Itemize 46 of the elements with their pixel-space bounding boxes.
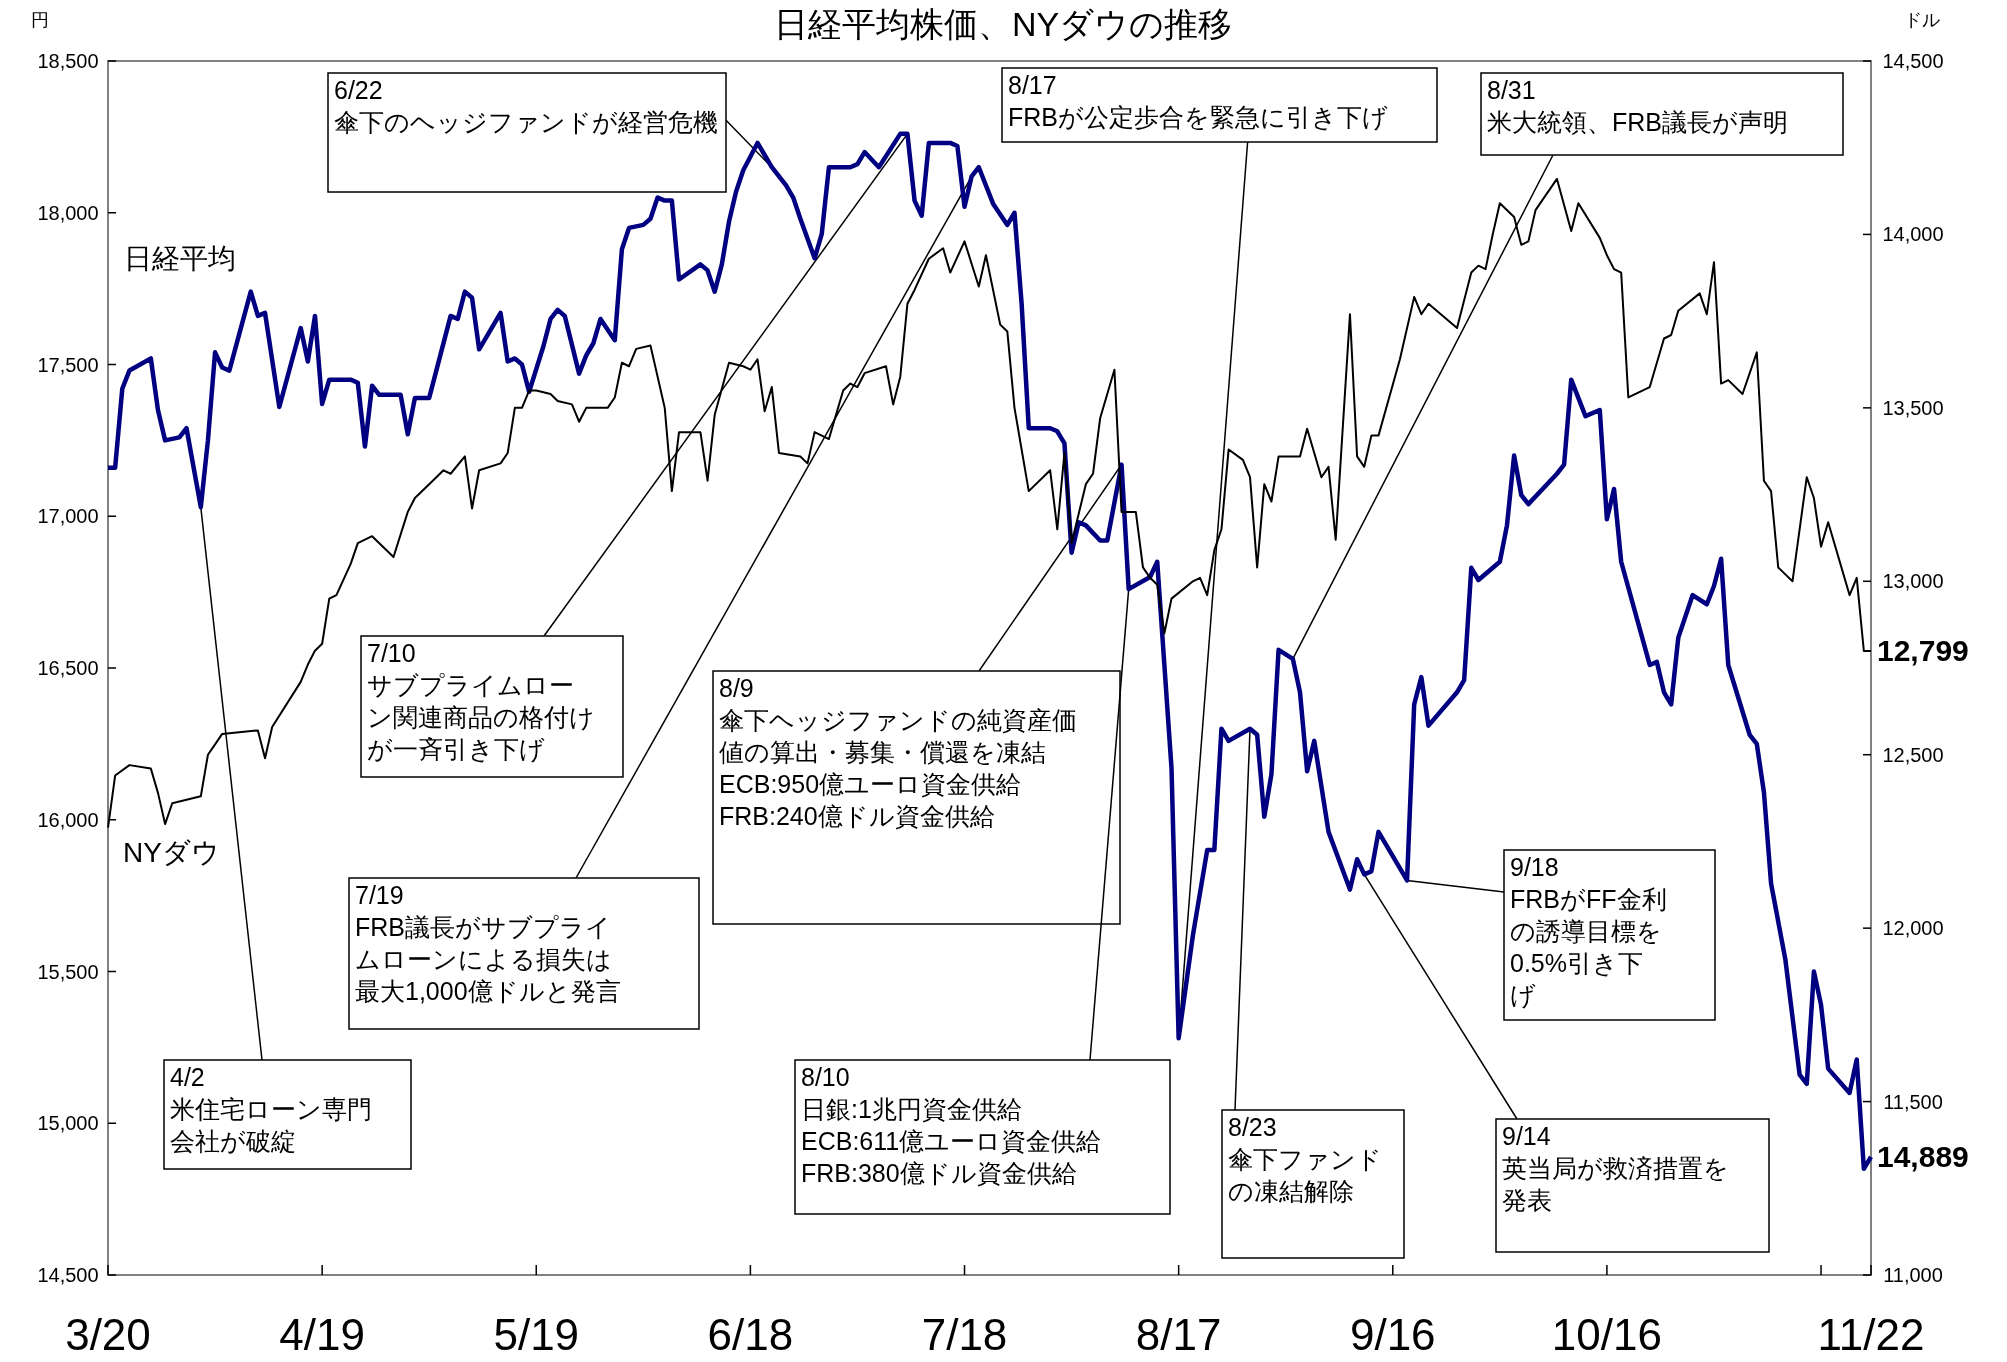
- y2-tick-label: 12,500: [1882, 743, 1944, 766]
- y2-tick-label: 11,000: [1883, 1264, 1943, 1286]
- y-tick-label: 15,000: [37, 1112, 99, 1135]
- x-tick-label: 9/16: [1349, 1310, 1436, 1359]
- y-tick-label: 15,500: [37, 960, 99, 983]
- data-label: 12,799: [1877, 634, 1969, 667]
- y-tick-label: 14,500: [37, 1264, 99, 1286]
- y-tick-label: 18,000: [37, 201, 99, 224]
- annotation: 9/18 FRBがFF金利の誘導目標を0.5%引き下げ: [1510, 853, 1667, 1009]
- y2-tick-label: 11,500: [1883, 1090, 1943, 1113]
- x-tick-label: 10/16: [1551, 1310, 1662, 1359]
- annotation: 8/10 日銀:1兆円資金供給 ECB:611億ユーロ資金供給 FRB:380億ドル資金供給: [801, 1063, 1102, 1187]
- y2-tick-label: 12,000: [1882, 917, 1944, 940]
- annotation: 6/22 傘下のヘッジファンドが経営危機: [334, 76, 718, 136]
- y2-tick-label: 13,000: [1882, 570, 1944, 593]
- y2-tick-label: 14,500: [1882, 50, 1944, 72]
- y2-axis-title: ドル: [1904, 10, 1940, 30]
- annotation: 7/19 FRB議長がサブプライムローンによる損失は最大1,000億ドルと発言: [355, 881, 621, 1005]
- annotation: 8/23 傘下ファンドの凍結解除: [1228, 1113, 1382, 1205]
- series-label: 日経平均: [124, 243, 236, 274]
- annotation: 9/18 FRBがFF金利の誘導目標を0.5%引き下げ: [1406, 849, 1716, 1021]
- annotation: 8/31 米大統領、FRB議長が声明: [1487, 76, 1788, 136]
- x-tick-label: 11/22: [1817, 1310, 1925, 1359]
- data-label: 14,889: [1877, 1139, 1969, 1173]
- y-tick-label: 17,000: [37, 505, 99, 528]
- x-tick-label: 5/19: [493, 1310, 580, 1359]
- x-tick-label: 7/18: [921, 1310, 1008, 1359]
- x-tick-label: 6/18: [707, 1310, 794, 1359]
- series-label: NYダウ: [123, 837, 220, 868]
- x-tick-label: 4/19: [279, 1310, 365, 1359]
- annotation: 8/23 傘下ファンドの凍結解除: [1221, 727, 1405, 1259]
- annotation: 4/2 米住宅ローン専門会社が破綻: [170, 1063, 372, 1155]
- y-tick-label: 18,500: [37, 50, 99, 72]
- y2-tick-label: 13,500: [1882, 396, 1944, 419]
- x-tick-label: 8/17: [1135, 1310, 1222, 1359]
- y-tick-label: 17,500: [37, 353, 99, 376]
- y-tick-label: 16,500: [37, 657, 99, 679]
- y2-tick-label: 14,000: [1882, 223, 1944, 246]
- x-tick-label: 3/20: [65, 1310, 151, 1359]
- chart-title: 日経平均株価、NYダウの推移: [773, 5, 1233, 43]
- y-axis-title: 円: [31, 10, 49, 30]
- annotation: 8/17 FRBが公定歩合を緊急に引き下げ: [1008, 71, 1388, 131]
- y-tick-label: 16,000: [37, 808, 99, 831]
- annotation: 9/14 英当局が救済措置を発表: [1502, 1122, 1729, 1214]
- annotation: 8/9 傘下ヘッジファンドの純資産価値の算出・募集・償還を凍結 ECB:950億ユーロ資金供給 FRB:240億ドル資金供給: [719, 674, 1077, 830]
- annotation: 7/10 サブプライムローン関連商品の格付けが一斉引き下げ: [367, 639, 595, 763]
